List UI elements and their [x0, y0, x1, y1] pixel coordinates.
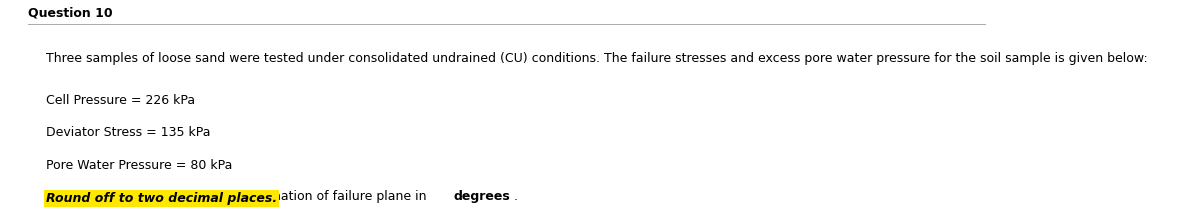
Text: Pore Water Pressure = 80 kPa: Pore Water Pressure = 80 kPa [47, 159, 233, 172]
Text: degrees: degrees [454, 190, 510, 203]
Text: Deviator Stress = 135 kPa: Deviator Stress = 135 kPa [47, 126, 211, 140]
Text: Round off to two decimal places.: Round off to two decimal places. [47, 192, 277, 205]
Text: .: . [514, 190, 517, 203]
Text: Question 10: Question 10 [28, 7, 112, 20]
Text: Cell Pressure = 226 kPa: Cell Pressure = 226 kPa [47, 94, 196, 107]
Text: Determine the drained angle of inclination of failure plane in: Determine the drained angle of inclinati… [47, 190, 431, 203]
Text: Three samples of loose sand were tested under consolidated undrained (CU) condit: Three samples of loose sand were tested … [47, 52, 1148, 65]
